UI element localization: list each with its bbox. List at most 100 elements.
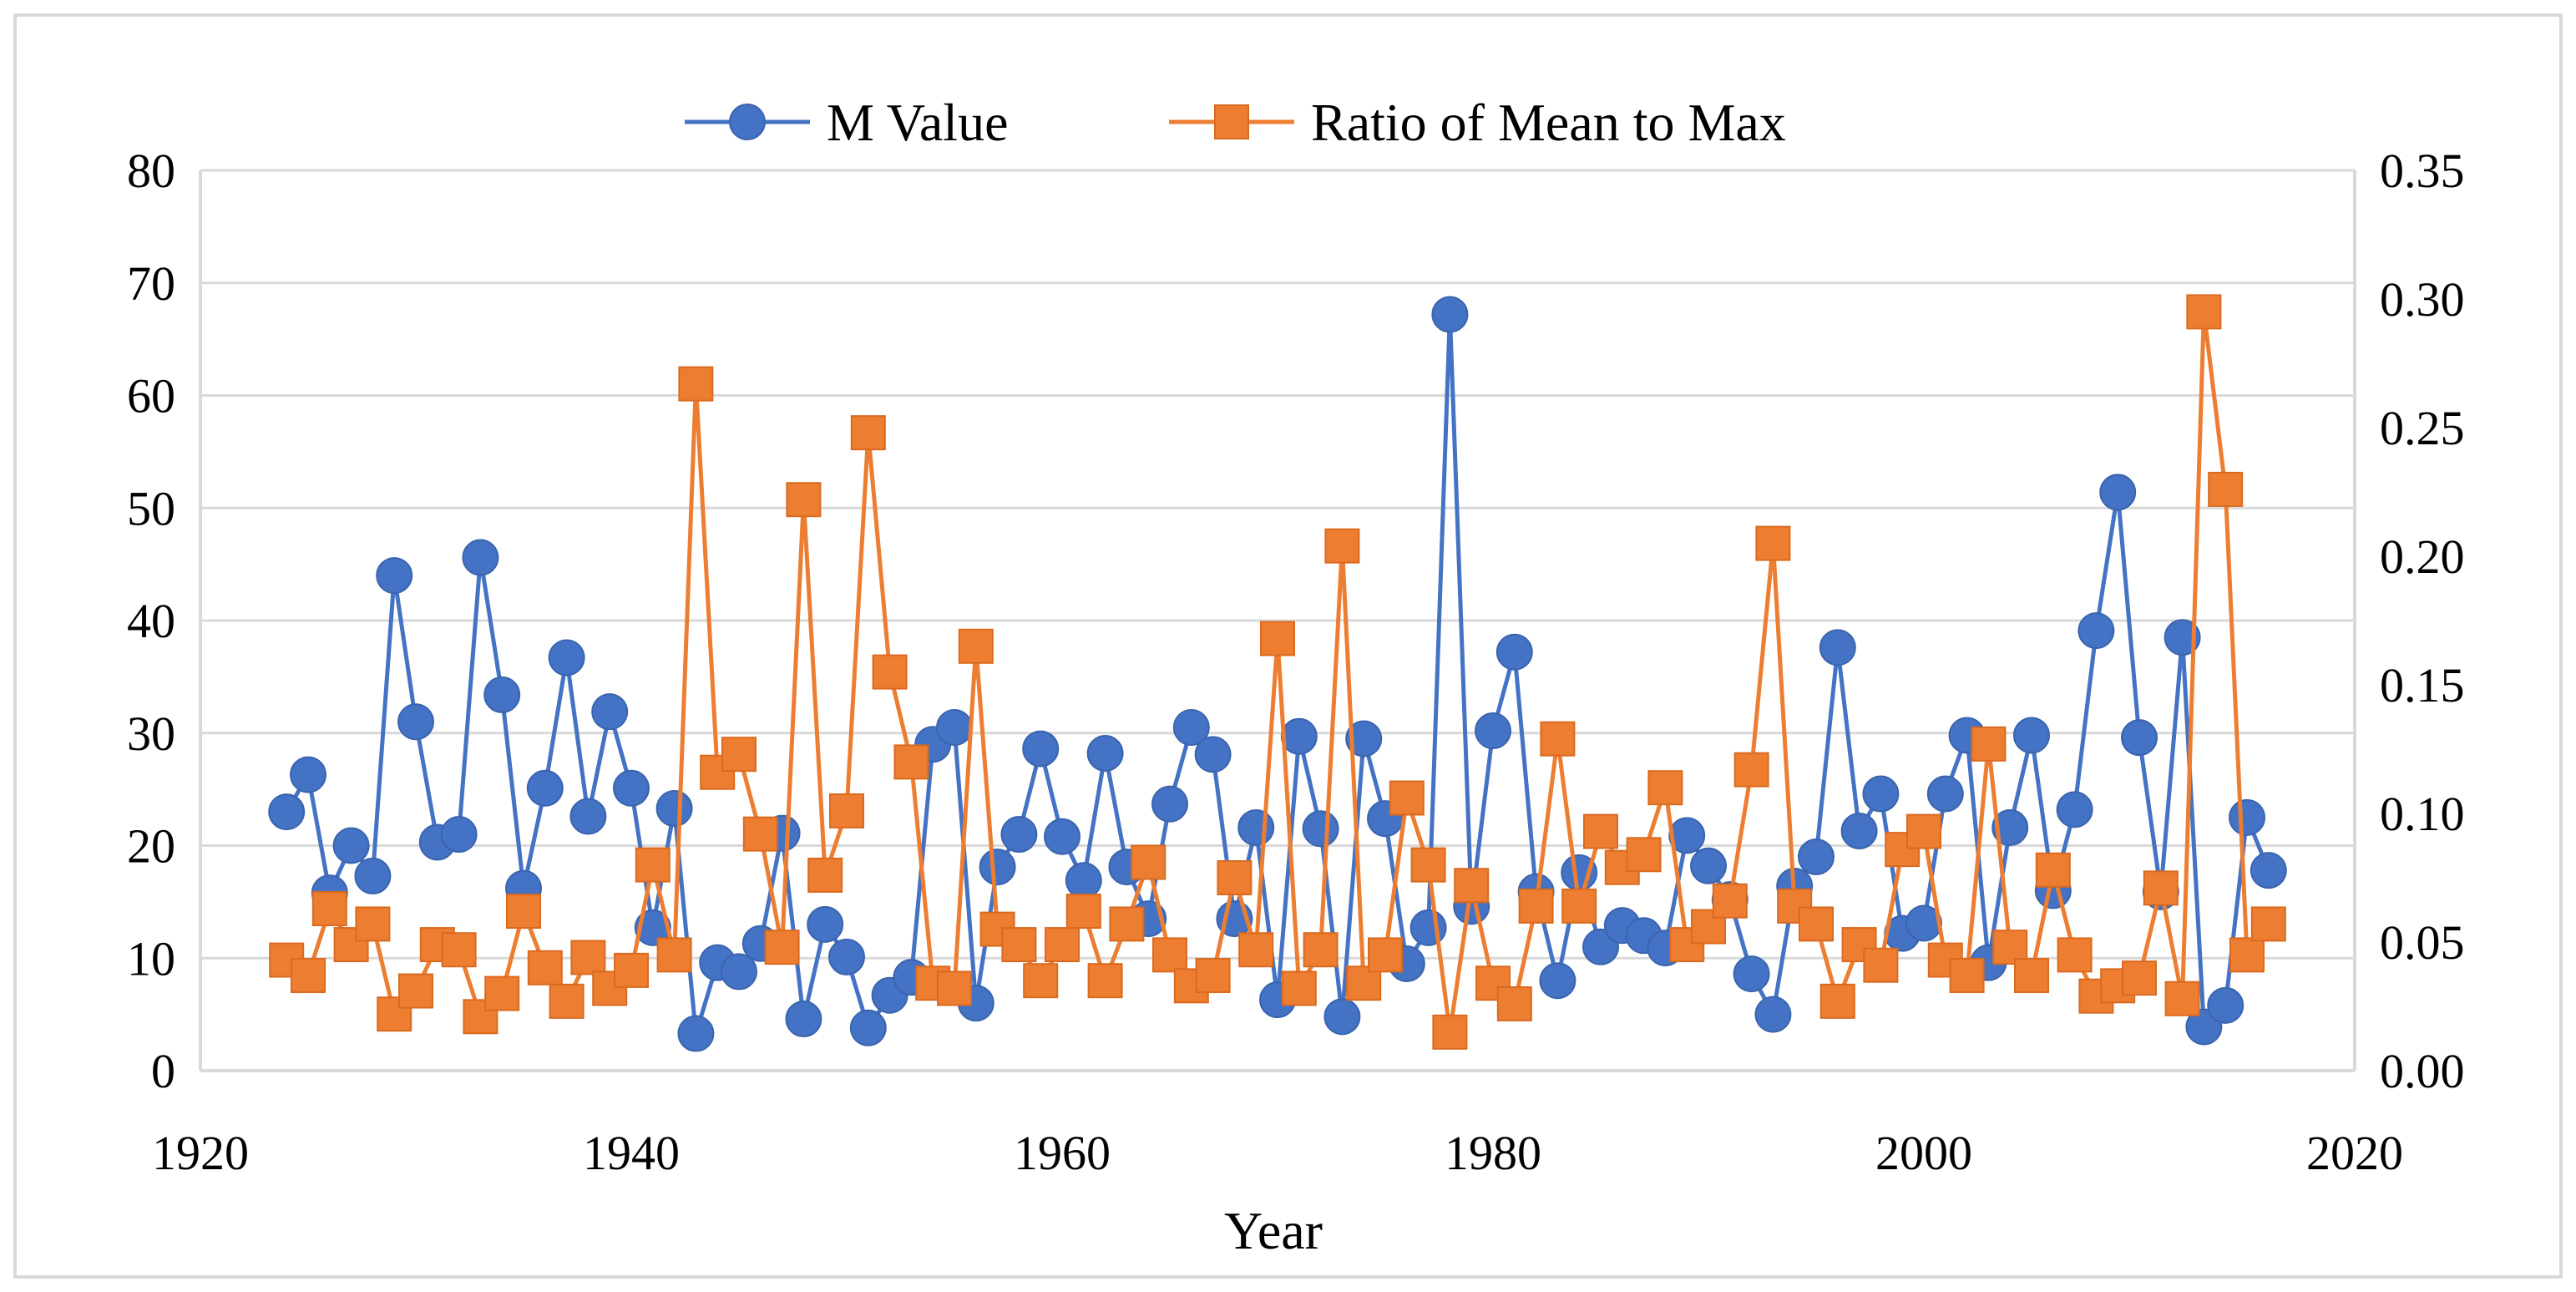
- data-point-ratio-of-mean-to-max: [721, 737, 757, 773]
- data-point-ratio-of-mean-to-max: [1368, 937, 1403, 973]
- data-point-ratio-of-mean-to-max: [2250, 906, 2286, 942]
- data-point-m-value: [677, 1015, 715, 1052]
- data-point-ratio-of-mean-to-max: [1819, 983, 1855, 1019]
- data-point-ratio-of-mean-to-max: [1475, 965, 1511, 1001]
- data-point-m-value: [1819, 629, 1856, 666]
- data-point-m-value: [721, 953, 757, 991]
- data-point-ratio-of-mean-to-max: [1109, 906, 1145, 942]
- legend-entry-m-value: M Value: [685, 93, 1008, 152]
- data-point-m-value: [2229, 798, 2265, 836]
- y2-tick-label: 0.10: [2380, 787, 2465, 841]
- y-tick-label: 40: [127, 594, 175, 648]
- data-point-ratio-of-mean-to-max: [1540, 721, 1576, 757]
- data-point-m-value: [2099, 474, 2137, 511]
- data-point-ratio-of-mean-to-max: [1023, 963, 1059, 999]
- data-point-ratio-of-mean-to-max: [291, 958, 326, 994]
- data-point-m-value: [2164, 619, 2201, 656]
- data-point-ratio-of-mean-to-max: [1303, 932, 1339, 968]
- data-point-ratio-of-mean-to-max: [1152, 937, 1187, 973]
- data-point-ratio-of-mean-to-max: [1045, 927, 1080, 963]
- data-point-m-value: [979, 849, 1016, 886]
- data-point-m-value: [1022, 730, 1060, 768]
- data-point-ratio-of-mean-to-max: [1260, 621, 1295, 656]
- data-point-m-value: [1237, 808, 1275, 846]
- data-point-ratio-of-mean-to-max: [850, 415, 886, 451]
- data-point-ratio-of-mean-to-max: [1906, 813, 1941, 849]
- data-point-m-value: [1754, 996, 1792, 1033]
- data-point-ratio-of-mean-to-max: [656, 937, 692, 973]
- y-tick-label: 70: [127, 256, 175, 311]
- data-point-ratio-of-mean-to-max: [1799, 906, 1834, 942]
- data-point-ratio-of-mean-to-max: [398, 973, 433, 1009]
- data-point-ratio-of-mean-to-max: [441, 932, 477, 968]
- x-tick-label: 2020: [2306, 1126, 2403, 1180]
- data-point-ratio-of-mean-to-max: [1561, 888, 1597, 924]
- data-point-ratio-of-mean-to-max: [1733, 752, 1769, 788]
- data-point-ratio-of-mean-to-max: [1518, 888, 1554, 924]
- data-point-ratio-of-mean-to-max: [635, 847, 671, 883]
- data-point-m-value: [1862, 775, 1900, 813]
- y2-tick-label: 0.15: [2380, 658, 2465, 712]
- y-tick-label: 80: [127, 144, 175, 198]
- data-point-ratio-of-mean-to-max: [1195, 958, 1231, 994]
- data-point-m-value: [354, 857, 392, 894]
- x-tick-label: 1920: [152, 1126, 249, 1180]
- legend-label-ratio-of-mean-to-max: Ratio of Mean to Max: [1311, 93, 1786, 152]
- data-point-ratio-of-mean-to-max: [893, 744, 929, 780]
- data-point-m-value: [613, 769, 650, 807]
- data-point-ratio-of-mean-to-max: [1949, 958, 1985, 994]
- data-point-m-value: [548, 639, 585, 676]
- data-point-m-value: [2250, 852, 2287, 889]
- data-point-m-value: [332, 827, 370, 864]
- data-point-m-value: [1280, 717, 1318, 755]
- data-point-ratio-of-mean-to-max: [1863, 947, 1899, 983]
- data-point-m-value: [936, 709, 973, 747]
- data-point-m-value: [2121, 719, 2158, 757]
- data-point-ratio-of-mean-to-max: [2186, 294, 2222, 330]
- data-point-m-value: [1840, 812, 1878, 849]
- data-point-m-value: [1302, 810, 1339, 848]
- data-point-m-value: [634, 909, 671, 946]
- data-point-m-value: [1065, 862, 1102, 899]
- data-point-m-value: [655, 790, 693, 828]
- data-point-m-value: [1668, 817, 1706, 854]
- data-point-ratio-of-mean-to-max: [872, 654, 908, 690]
- data-point-m-value: [828, 938, 865, 975]
- data-point-m-value: [2207, 986, 2245, 1024]
- x-axis-title: Year: [1224, 1201, 1323, 1260]
- data-point-m-value: [1431, 296, 1469, 333]
- legend-label-m-value: M Value: [827, 93, 1008, 152]
- y-tick-label: 30: [127, 707, 175, 761]
- data-point-ratio-of-mean-to-max: [484, 975, 520, 1011]
- data-point-ratio-of-mean-to-max: [614, 952, 649, 988]
- data-point-m-value: [290, 756, 326, 793]
- data-point-m-value: [1323, 998, 1361, 1036]
- y2-tick-label: 0.30: [2380, 272, 2465, 327]
- legend: M Value Ratio of Mean to Max: [685, 93, 1786, 152]
- data-point-ratio-of-mean-to-max: [829, 793, 864, 828]
- data-point-ratio-of-mean-to-max: [506, 894, 541, 930]
- data-point-ratio-of-mean-to-max: [764, 930, 800, 965]
- data-point-m-value: [1172, 709, 1210, 747]
- data-point-m-value: [2078, 612, 2115, 650]
- data-point-m-value: [483, 676, 521, 713]
- data-point-m-value: [1409, 909, 1447, 946]
- data-point-ratio-of-mean-to-max: [1001, 927, 1037, 963]
- y-tick-label: 20: [127, 819, 175, 874]
- data-point-ratio-of-mean-to-max: [311, 890, 347, 926]
- data-point-m-value: [785, 1001, 822, 1038]
- data-point-m-value: [2013, 717, 2050, 754]
- data-point-m-value: [1151, 785, 1188, 823]
- data-point-ratio-of-mean-to-max: [1755, 525, 1791, 561]
- series-ratio-of-mean-to-max: [269, 294, 2286, 1050]
- y-tick-label: 0: [151, 1044, 175, 1098]
- legend-entry-ratio-of-mean-to-max: Ratio of Mean to Max: [1169, 93, 1786, 152]
- x-tick-label: 1980: [1445, 1126, 1541, 1180]
- data-point-ratio-of-mean-to-max: [1324, 528, 1360, 564]
- data-point-ratio-of-mean-to-max: [1217, 860, 1253, 895]
- data-point-ratio-of-mean-to-max: [1647, 770, 1683, 806]
- data-point-ratio-of-mean-to-max: [2122, 960, 2157, 996]
- data-point-m-value: [591, 693, 629, 731]
